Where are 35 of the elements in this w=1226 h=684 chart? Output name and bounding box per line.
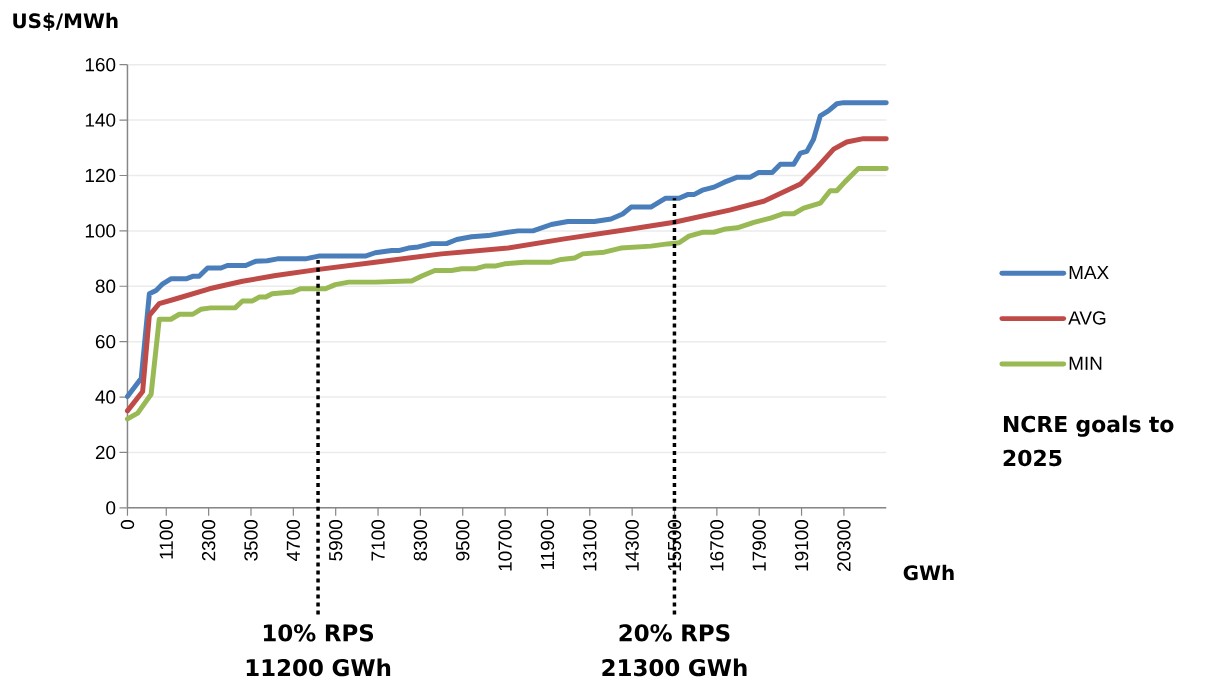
x-tick-label: 0: [120, 520, 135, 530]
line-series: [124, 100, 889, 399]
x-tick-label: 3500: [244, 520, 258, 561]
x-tick-label: 10700: [498, 520, 512, 571]
x-tick-label: 13100: [583, 520, 597, 571]
y-tick-label: 140: [85, 113, 116, 127]
x-tick-label: 9500: [456, 520, 470, 561]
y-tick-label: 160: [85, 57, 116, 72]
legend-label: MAX: [1069, 265, 1109, 279]
x-tick-label: 17900: [752, 520, 766, 571]
x-tick-label: 5900: [328, 520, 343, 561]
x-axis-title: GWh: [903, 564, 954, 581]
x-tick-label: 19100: [794, 520, 809, 571]
y-tick-label: 20: [95, 445, 116, 460]
x-tick-label: 7100: [371, 520, 385, 561]
y-tick-label: 60: [95, 334, 116, 349]
x-tick-label: 16700: [710, 520, 724, 571]
x-tick-label: 20300: [837, 520, 851, 571]
y-tick-label: 100: [85, 224, 116, 238]
y-tick-label: 40: [95, 390, 116, 404]
legend-label: AVG: [1068, 311, 1106, 325]
x-tick-label: 8300: [413, 520, 428, 561]
y-tick-label: 80: [95, 279, 116, 293]
ref-line-label: 10% RPS 11200 GWh: [246, 624, 391, 677]
ref-line-label: 20% RPS 21300 GWh: [602, 624, 747, 677]
y-tick-label: 120: [85, 168, 116, 183]
legend-label: MIN: [1069, 356, 1102, 370]
x-tick-label: 2300: [201, 520, 216, 561]
text: NCRE goals to 2025: [1003, 415, 1174, 467]
x-tick-label: 4700: [286, 520, 301, 561]
y-axis-title: US$/MWh: [13, 12, 118, 31]
x-tick-label: 11900: [540, 520, 555, 570]
x-tick-label: 14300: [625, 520, 639, 571]
x-tick-label: 1100: [159, 520, 173, 559]
y-tick-label: 0: [106, 501, 116, 515]
